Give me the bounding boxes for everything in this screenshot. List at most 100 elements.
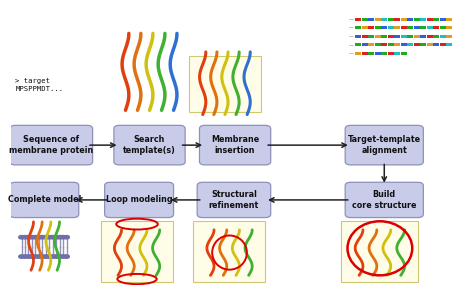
Bar [368,26,374,29]
Bar [368,18,374,21]
Bar [433,18,439,21]
Bar [420,35,426,38]
Bar [420,43,426,46]
Bar [433,26,439,29]
Bar [356,26,361,29]
Text: —: — [349,26,354,31]
Circle shape [29,255,35,258]
Circle shape [22,235,28,239]
Bar [394,26,400,29]
Bar [381,26,387,29]
Circle shape [60,235,66,239]
Bar [394,43,400,46]
FancyBboxPatch shape [101,221,173,283]
Bar [394,35,400,38]
FancyBboxPatch shape [189,56,261,112]
Circle shape [33,235,38,239]
Bar [407,26,413,29]
Bar [439,26,446,29]
Circle shape [26,255,31,258]
Bar [414,35,419,38]
Bar [407,35,413,38]
Circle shape [64,255,69,258]
Bar [427,35,433,38]
Circle shape [26,235,31,239]
Circle shape [19,255,24,258]
Bar [401,52,407,55]
Bar [420,18,426,21]
Circle shape [54,255,59,258]
Bar [446,26,452,29]
Circle shape [39,235,45,239]
Bar [375,52,381,55]
Bar [420,26,426,29]
Circle shape [19,235,24,239]
Bar [433,43,439,46]
Text: Membrane
insertion: Membrane insertion [211,135,259,155]
Bar [394,18,400,21]
Bar [414,26,419,29]
Bar [439,43,446,46]
FancyBboxPatch shape [341,221,418,283]
Circle shape [43,235,48,239]
Bar [446,18,452,21]
FancyBboxPatch shape [10,182,79,218]
FancyBboxPatch shape [193,221,265,283]
Text: Complete model: Complete model [8,195,81,204]
Bar [407,43,413,46]
Bar [381,43,387,46]
Bar [388,35,394,38]
Circle shape [57,255,63,258]
Circle shape [36,235,42,239]
Bar [401,18,407,21]
Bar [375,43,381,46]
Circle shape [39,255,45,258]
Bar [368,52,374,55]
Text: Loop modeling: Loop modeling [106,195,173,204]
Bar [362,35,368,38]
Bar [401,35,407,38]
Circle shape [60,255,66,258]
Bar [388,43,394,46]
Bar [407,18,413,21]
FancyBboxPatch shape [197,182,271,218]
Bar [356,52,361,55]
Circle shape [22,255,28,258]
Bar [414,18,419,21]
Text: Search
template(s): Search template(s) [123,135,176,155]
Text: > target
MPSPPMDT...: > target MPSPPMDT... [15,78,64,92]
Circle shape [46,255,52,258]
Circle shape [50,255,55,258]
Text: —: — [349,43,354,48]
Bar [362,18,368,21]
Bar [388,52,394,55]
Bar [381,52,387,55]
Text: Build
core structure: Build core structure [352,190,417,210]
FancyBboxPatch shape [200,125,271,165]
Bar [427,43,433,46]
Bar [368,43,374,46]
FancyBboxPatch shape [345,125,423,165]
Circle shape [36,255,42,258]
Bar [414,43,419,46]
Bar [427,18,433,21]
Circle shape [54,235,59,239]
Text: —: — [349,17,354,22]
FancyBboxPatch shape [345,182,423,218]
Circle shape [50,235,55,239]
Bar [368,35,374,38]
Bar [401,26,407,29]
FancyBboxPatch shape [10,125,92,165]
Bar [388,18,394,21]
Circle shape [57,235,63,239]
Bar [446,35,452,38]
Circle shape [29,235,35,239]
Text: —: — [349,34,354,39]
Bar [375,35,381,38]
Circle shape [46,235,52,239]
Bar [427,26,433,29]
Bar [375,26,381,29]
Bar [362,43,368,46]
Text: Structural
refinement: Structural refinement [209,190,259,210]
Bar [439,35,446,38]
